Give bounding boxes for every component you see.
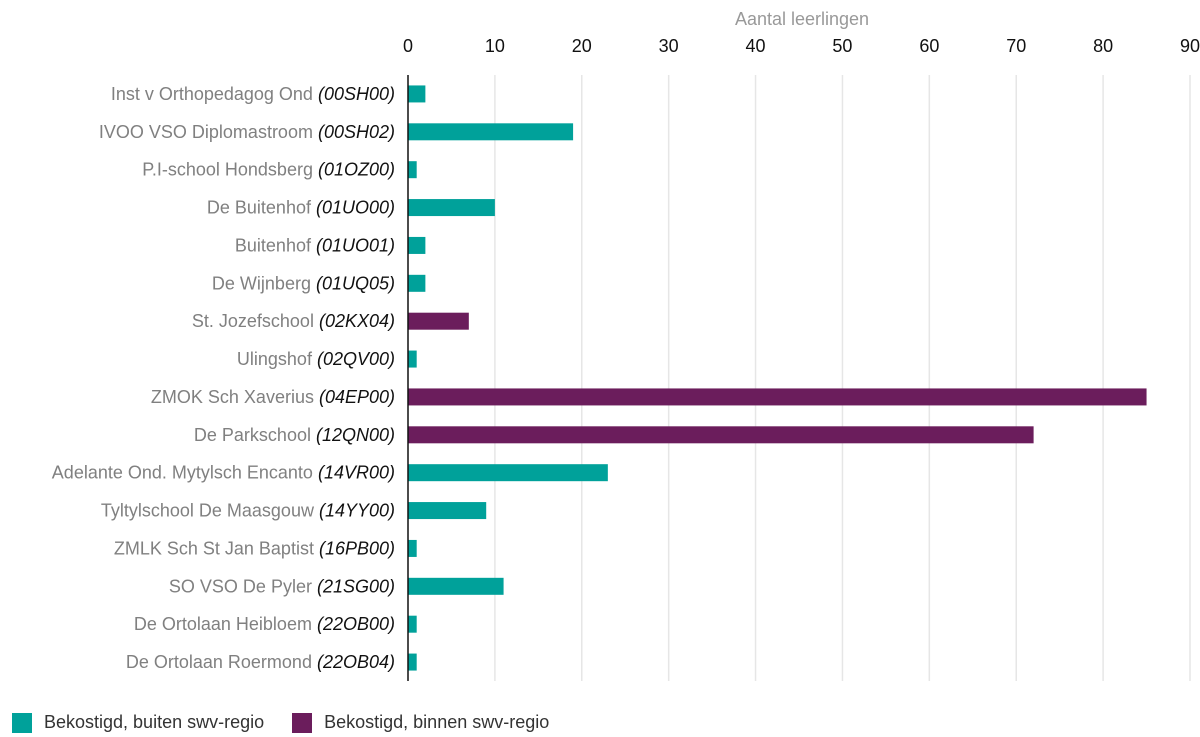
x-tick-label: 70 — [1006, 36, 1026, 56]
legend-swatch-buiten — [12, 712, 32, 733]
category-label: Tyltylschool De Maasgouw (14YY00) — [101, 501, 395, 521]
bar — [408, 85, 426, 103]
x-tick-label: 0 — [403, 36, 413, 56]
category-label: De Wijnberg (01UQ05) — [212, 273, 395, 293]
bar — [408, 653, 417, 671]
legend-label-binnen: Bekostigd, binnen swv-regio — [324, 712, 550, 732]
legend-item-binnen: Bekostigd, binnen swv-regio — [292, 712, 549, 733]
x-tick-label: 60 — [919, 36, 939, 56]
bar — [408, 539, 417, 557]
bar — [408, 199, 495, 217]
x-tick-labels: 0 10 20 30 40 50 60 70 80 90 — [403, 36, 1200, 56]
x-tick-label: 80 — [1093, 36, 1113, 56]
bar — [408, 388, 1147, 406]
bar — [408, 426, 1034, 444]
category-labels: Inst v Orthopedagog Ond (00SH00) IVOO VSO… — [52, 84, 395, 672]
bar-chart: Aantal leerlingen 0 10 20 30 40 50 60 70 80 90 In… — [52, 9, 1200, 681]
gridlines — [494, 75, 1191, 681]
category-label: SO VSO De Pyler (21SG00) — [169, 576, 395, 596]
bar — [408, 123, 574, 141]
bar — [408, 502, 487, 520]
bar — [408, 312, 469, 330]
x-tick-label: 40 — [746, 36, 766, 56]
category-label: P.I-school Hondsberg (01OZ00) — [142, 160, 395, 180]
legend: Bekostigd, buiten swv-regio Bekostigd, b… — [12, 712, 549, 733]
category-label: De Ortolaan Heibloem (22OB00) — [134, 614, 395, 634]
category-label: De Buitenhof (01UO00) — [207, 198, 395, 218]
x-tick-label: 90 — [1180, 36, 1200, 56]
x-axis-title: Aantal leerlingen — [735, 9, 869, 29]
legend-label-buiten: Bekostigd, buiten swv-regio — [44, 712, 265, 732]
category-label: Ulingshof (02QV00) — [237, 349, 395, 369]
category-label: De Ortolaan Roermond (22OB04) — [126, 652, 395, 672]
category-label: Adelante Ond. Mytylsch Encanto (14VR00) — [52, 463, 395, 483]
category-label: IVOO VSO Diplomastroom (00SH02) — [99, 122, 395, 142]
x-tick-label: 20 — [572, 36, 592, 56]
bar — [408, 577, 504, 595]
category-label: ZMLK Sch St Jan Baptist (16PB00) — [114, 538, 395, 558]
category-label: Inst v Orthopedagog Ond (00SH00) — [111, 84, 395, 104]
bar — [408, 464, 608, 482]
category-label: Buitenhof (01UO01) — [235, 235, 395, 255]
bar — [408, 350, 417, 368]
bars — [408, 85, 1147, 671]
x-tick-label: 10 — [485, 36, 505, 56]
category-label: St. Jozefschool (02KX04) — [192, 311, 395, 331]
bar — [408, 236, 426, 254]
category-label: De Parkschool (12QN00) — [194, 425, 395, 445]
bar — [408, 161, 417, 179]
legend-item-buiten: Bekostigd, buiten swv-regio — [12, 712, 264, 733]
legend-swatch-binnen — [292, 712, 313, 733]
bar — [408, 274, 426, 292]
x-tick-label: 30 — [659, 36, 679, 56]
x-tick-label: 50 — [832, 36, 852, 56]
category-label: ZMOK Sch Xaverius (04EP00) — [151, 387, 395, 407]
bar — [408, 615, 417, 633]
